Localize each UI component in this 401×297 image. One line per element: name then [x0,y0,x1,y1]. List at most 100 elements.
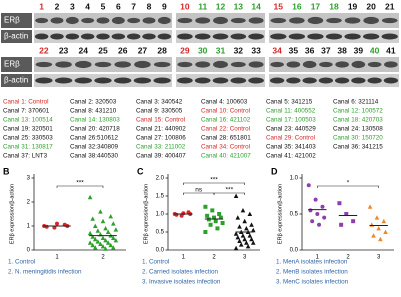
data-point [244,240,249,245]
sig-label: * [347,180,350,187]
band [94,61,112,68]
data-point [210,208,215,213]
canal-entry: Canal 24: 130508 [333,126,383,133]
row-label-bg [1,57,32,72]
canal-entry: Canal 11: 400552 [266,108,316,115]
canal-entry: Canal 5: 341215 [266,99,313,106]
lane-number: 29 [180,45,190,55]
legend-entry: 3. Invasive isolates infection [142,279,221,286]
band [318,77,334,84]
band [367,61,382,68]
band [213,60,228,69]
canal-entry: Canal 21: 440902 [136,126,186,133]
lane-number: 32 [234,45,244,55]
legend-entry: 2. Carried isolates infection [142,269,218,276]
row-label: β-actin [4,32,28,41]
canal-entry: Canal 1: Control [3,99,49,106]
lane-number: 4 [85,1,90,11]
data-point [90,216,95,221]
band [55,61,72,68]
sig-label: *** [76,180,84,187]
y-axis-label: ERβ expression/β-action [143,184,149,244]
panel-letter: D [271,166,278,176]
data-point [44,224,49,229]
data-point [108,242,114,248]
data-point [367,204,373,209]
lane-number: 27 [138,45,148,55]
canal-entry: Canal 30: 150720 [333,135,383,142]
y-tick-label: 2 [27,200,31,206]
data-point [87,240,93,245]
band [362,33,380,40]
band [326,17,342,24]
data-point [235,215,241,220]
data-point [108,214,114,219]
data-point [208,222,213,227]
lane-number: 24 [79,45,89,55]
y-tick-label: 3 [27,176,31,182]
row-label-bg [1,30,32,43]
band [230,77,247,84]
data-point [337,201,342,206]
data-point [242,218,247,224]
lane-number: 8 [147,1,152,11]
band [142,33,156,40]
data-point [378,236,383,242]
band [153,77,171,84]
canal-entry: Canal 18: 420703 [333,117,383,124]
lane-number: 22 [39,45,49,55]
band [195,61,211,68]
y-tick-label: 0.5 [290,212,299,218]
sig-bracket [183,182,245,185]
band [114,77,132,84]
data-point [238,242,244,247]
band [35,17,49,24]
canal-entry: Canal 36: 341215 [333,144,383,151]
canal-entry: Canal 2: 320503 [70,99,117,106]
lane-number: 30 [198,45,208,55]
band [302,60,317,69]
lane-number: 16 [292,1,302,11]
y-tick-label: 0.0 [290,248,299,254]
data-point [98,241,103,246]
lane-number: 36 [305,45,315,55]
canal-entry: Canal 19: 320501 [3,126,53,133]
band [212,33,229,40]
data-point [233,245,239,251]
sig-label: ns [195,187,203,194]
band [270,33,287,40]
band [96,33,110,40]
data-point [217,212,222,216]
data-point [233,231,239,236]
band [383,77,399,84]
band [288,33,306,40]
band [126,33,141,40]
legend-entry: 1. MenA isolates infection [276,259,348,266]
data-point [310,219,315,224]
lane-number: 6 [116,1,121,11]
sig-label: *** [226,187,234,194]
sig-bracket [317,185,379,188]
data-point [111,235,116,240]
band [319,61,333,68]
canal-entry: Canal 16: 421102 [201,117,251,124]
data-point [181,211,186,216]
canal-entry: Canal 32:340809 [70,144,118,151]
data-point [87,230,93,236]
lane-number: 38 [337,45,347,55]
canal-entry: Canal 6: 321114 [333,99,379,106]
band [177,77,193,84]
data-point [203,230,208,234]
band [381,33,398,40]
lane-number: 11 [198,1,207,11]
data-point [215,226,220,231]
lane-number: 14 [251,1,261,11]
data-point [374,215,380,220]
band [177,61,193,68]
band [248,61,264,68]
band [248,33,264,40]
data-point [103,226,108,231]
data-point [247,211,253,216]
canal-entry: Canal 20: 420718 [70,126,120,133]
data-point [218,215,223,220]
